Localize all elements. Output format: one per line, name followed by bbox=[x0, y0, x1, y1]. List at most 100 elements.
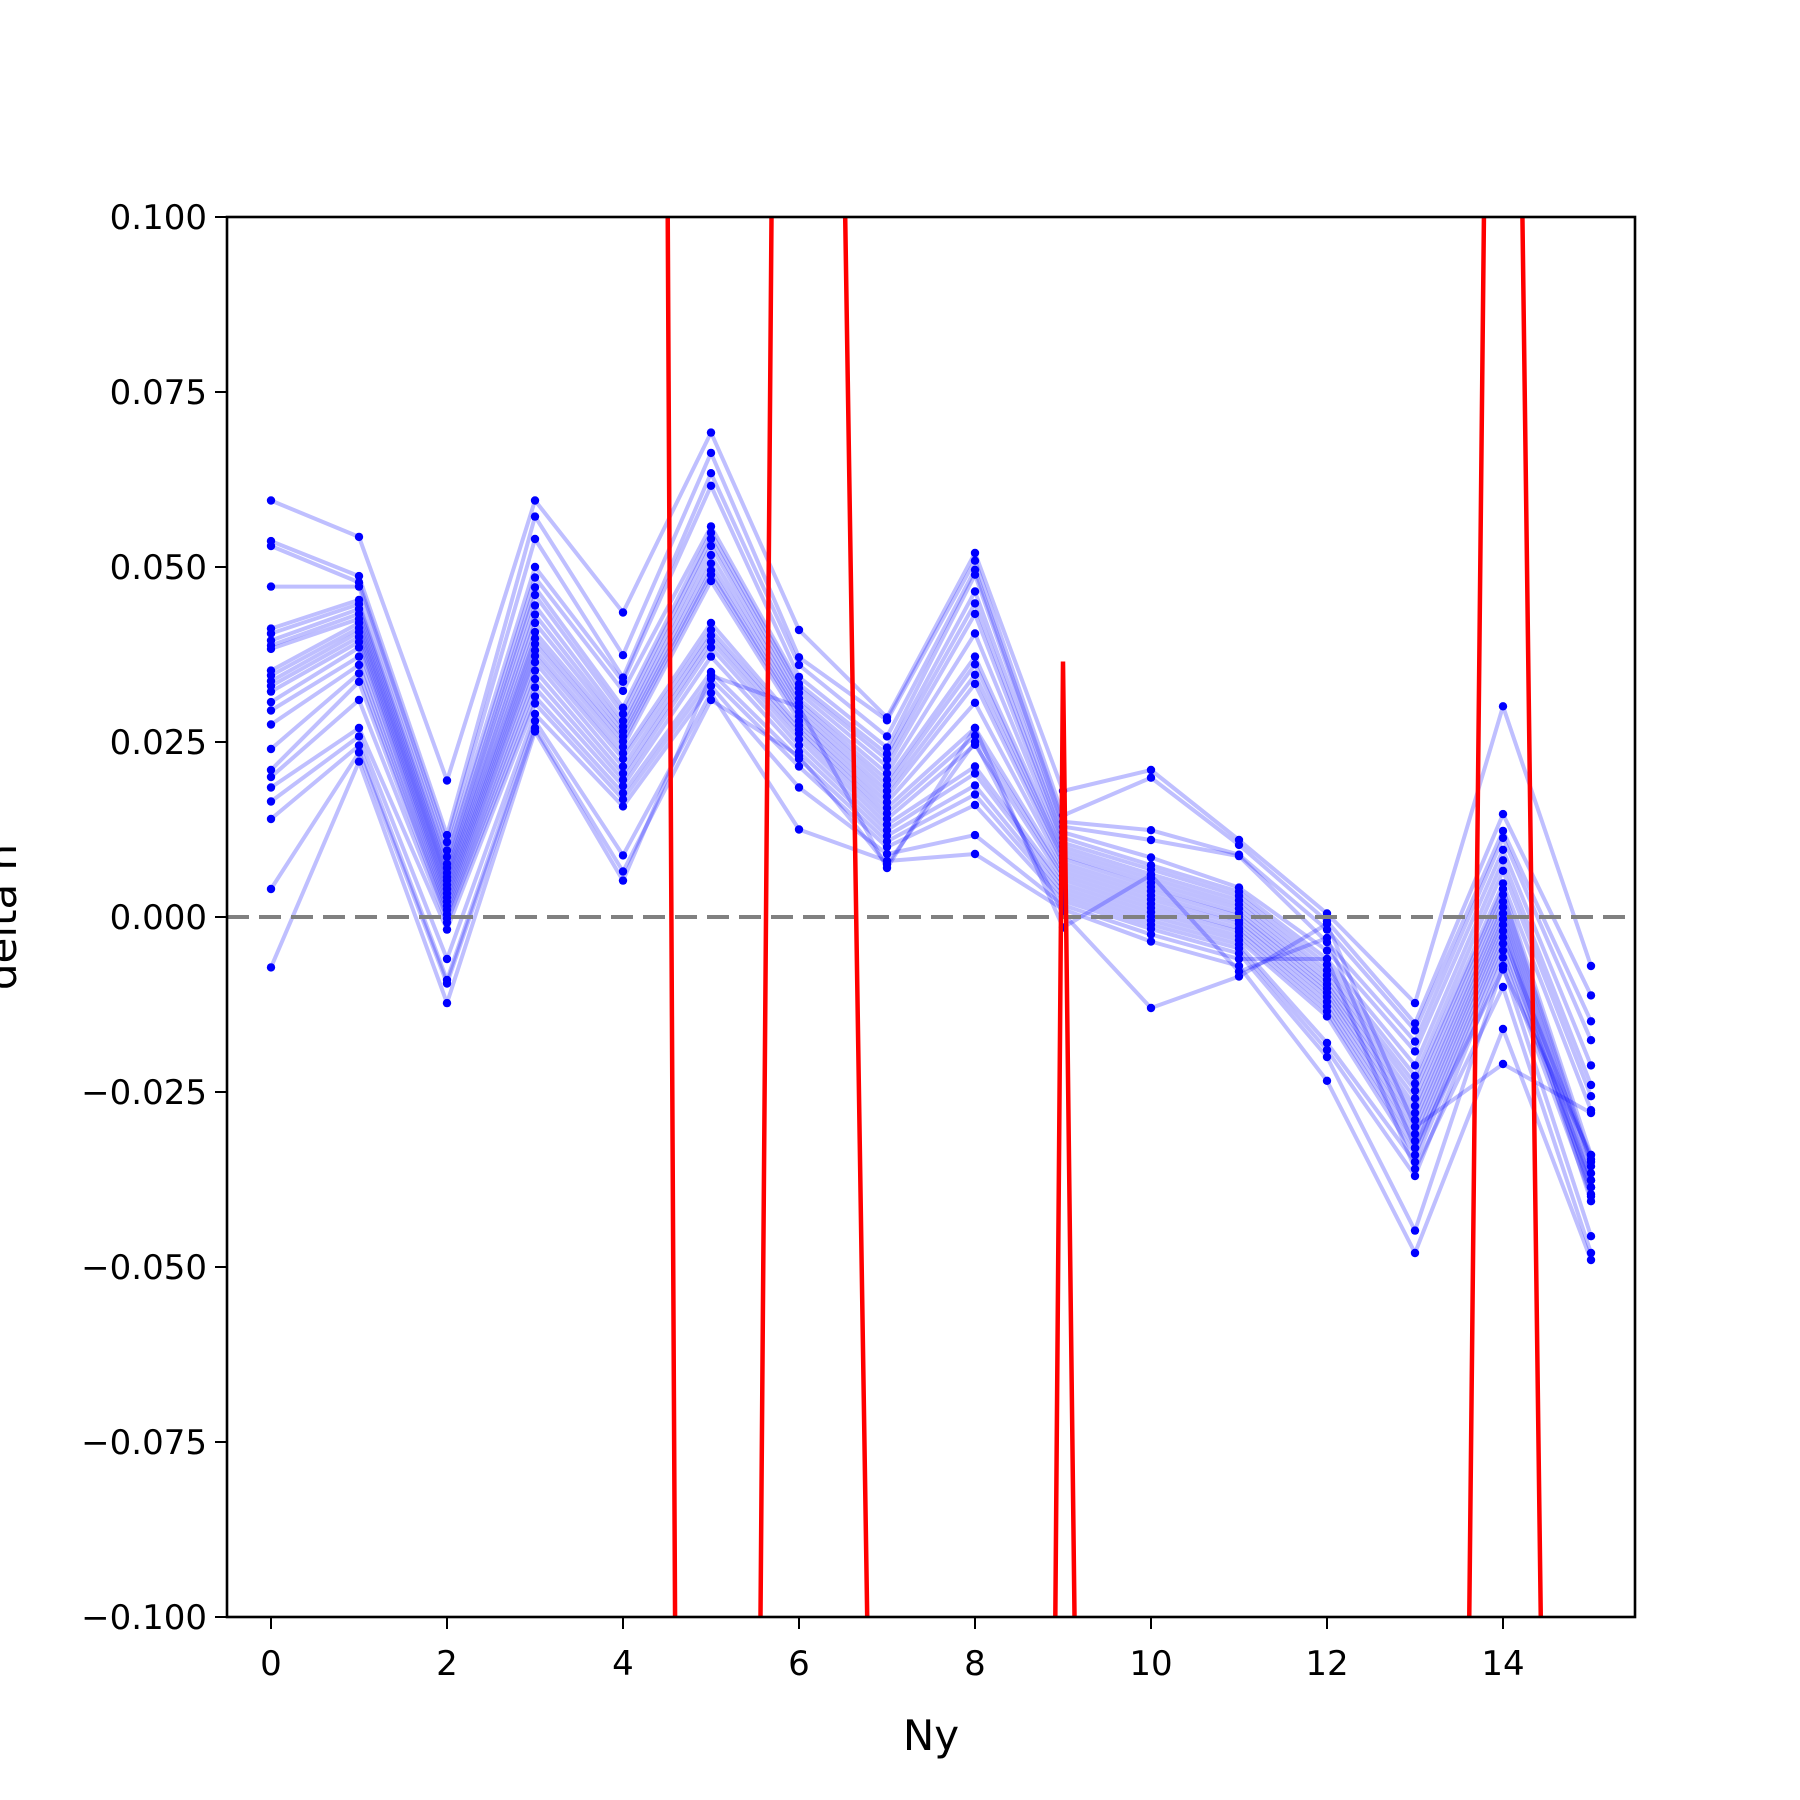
data-point bbox=[266, 687, 276, 696]
data-point bbox=[794, 751, 804, 761]
x-axis-label: Ny bbox=[903, 1711, 959, 1760]
data-point bbox=[1586, 1150, 1596, 1160]
y-tick-label: 0.050 bbox=[110, 548, 207, 588]
series-line bbox=[270, 568, 1593, 1167]
series-line bbox=[269, 691, 1593, 1261]
series-line bbox=[270, 537, 1593, 1097]
data-point bbox=[618, 686, 628, 696]
data-point bbox=[1586, 1061, 1596, 1070]
data-point bbox=[1410, 1248, 1420, 1258]
data-point bbox=[266, 963, 276, 972]
data-point bbox=[354, 741, 364, 750]
data-point bbox=[1498, 953, 1508, 962]
data-point bbox=[970, 781, 980, 790]
data-point bbox=[530, 699, 540, 708]
data-point bbox=[1234, 851, 1244, 861]
data-point bbox=[1410, 1026, 1420, 1035]
series-line bbox=[270, 621, 1593, 1188]
data-point bbox=[706, 550, 716, 560]
data-point bbox=[706, 428, 716, 437]
series-group bbox=[266, 428, 1596, 1265]
data-point bbox=[442, 918, 452, 927]
data-point bbox=[530, 618, 540, 628]
series-line bbox=[270, 530, 1593, 1086]
data-point bbox=[1410, 1079, 1420, 1088]
data-point bbox=[1410, 1143, 1420, 1153]
data-point bbox=[970, 769, 980, 778]
data-point bbox=[1586, 1192, 1596, 1201]
data-point bbox=[970, 762, 980, 771]
data-point bbox=[1498, 826, 1508, 836]
data-point bbox=[1146, 870, 1156, 880]
series-line bbox=[269, 639, 1593, 1160]
data-point bbox=[1498, 903, 1508, 912]
data-point bbox=[1146, 773, 1156, 782]
data-point bbox=[530, 610, 540, 619]
tick-labels: 0 2 4 6 8 10 12 14 −0.100 −0.075 −0.050 −0.025 0.000… bbox=[81, 198, 1524, 1684]
data-point bbox=[618, 876, 628, 885]
data-point bbox=[1410, 1094, 1420, 1103]
data-point bbox=[266, 541, 276, 551]
data-point bbox=[882, 863, 892, 873]
y-tick-label: −0.100 bbox=[81, 1598, 207, 1638]
y-tick-label: 0.100 bbox=[110, 198, 207, 238]
data-point bbox=[970, 599, 980, 608]
data-point bbox=[354, 723, 364, 733]
data-point bbox=[1234, 954, 1244, 964]
data-point bbox=[1498, 1059, 1508, 1069]
data-point bbox=[530, 534, 540, 544]
data-point bbox=[354, 571, 364, 581]
data-point bbox=[1586, 1232, 1596, 1241]
data-point bbox=[1322, 919, 1332, 929]
data-point bbox=[618, 769, 628, 778]
data-point bbox=[970, 670, 980, 679]
data-point bbox=[970, 731, 980, 740]
data-point bbox=[882, 743, 892, 752]
data-point bbox=[1410, 1086, 1420, 1095]
data-point bbox=[1498, 702, 1508, 711]
data-point bbox=[266, 783, 276, 792]
data-point bbox=[442, 830, 452, 840]
data-point bbox=[1146, 826, 1156, 835]
data-point bbox=[266, 884, 276, 894]
data-point bbox=[882, 762, 892, 771]
data-point bbox=[354, 669, 364, 678]
data-point bbox=[970, 629, 980, 638]
y-tick-label: −0.075 bbox=[81, 1423, 207, 1463]
data-point bbox=[970, 698, 980, 707]
data-point bbox=[442, 979, 452, 988]
data-point bbox=[354, 643, 364, 652]
data-point bbox=[1498, 809, 1508, 819]
data-point bbox=[266, 644, 276, 654]
data-point bbox=[1498, 833, 1508, 843]
data-point bbox=[442, 846, 452, 855]
data-point bbox=[266, 814, 276, 824]
data-point bbox=[1410, 1101, 1420, 1111]
data-point bbox=[442, 998, 452, 1008]
y-axis-label: delta n bbox=[0, 844, 26, 990]
data-point bbox=[1586, 1248, 1596, 1258]
data-point bbox=[706, 681, 716, 691]
data-point bbox=[970, 849, 980, 859]
data-point bbox=[970, 587, 980, 596]
data-point bbox=[530, 601, 540, 610]
data-point bbox=[794, 735, 804, 744]
data-point bbox=[706, 688, 716, 698]
data-point bbox=[706, 534, 716, 544]
data-point bbox=[706, 448, 716, 458]
series-line bbox=[269, 654, 1593, 1188]
data-point bbox=[706, 541, 716, 551]
data-point bbox=[706, 559, 716, 568]
data-point bbox=[1410, 1108, 1420, 1118]
series-line bbox=[270, 430, 1593, 1006]
data-point bbox=[1498, 866, 1508, 875]
data-point bbox=[1410, 1037, 1420, 1046]
x-tick-label: 12 bbox=[1305, 1644, 1348, 1684]
data-point bbox=[1322, 954, 1332, 964]
data-point bbox=[266, 697, 276, 707]
data-point bbox=[618, 795, 628, 804]
data-point bbox=[442, 852, 452, 861]
data-point bbox=[882, 769, 892, 778]
series-line bbox=[270, 450, 1593, 1026]
data-point bbox=[882, 732, 892, 741]
